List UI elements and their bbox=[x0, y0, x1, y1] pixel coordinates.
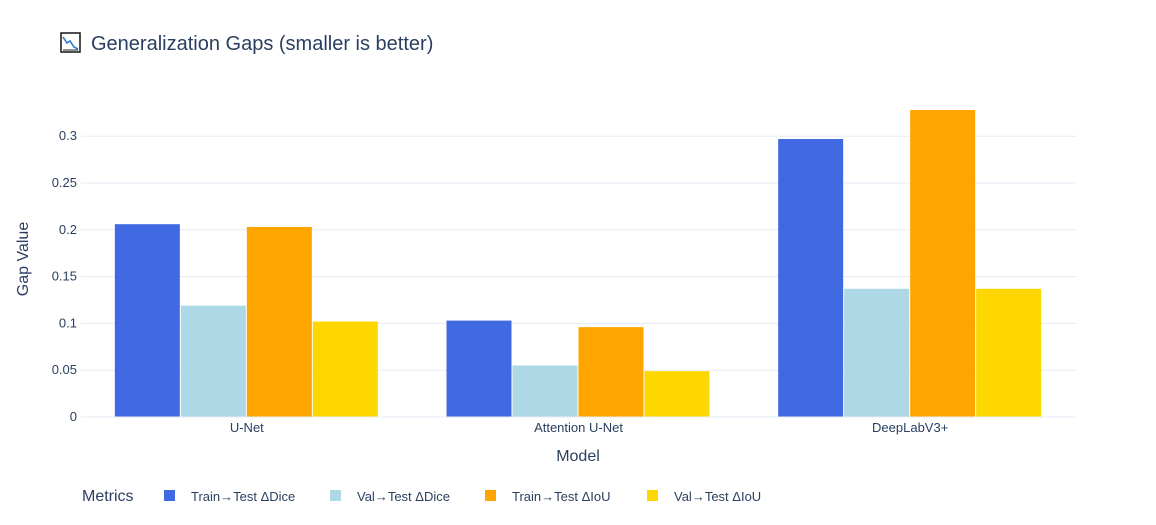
bar[interactable] bbox=[844, 288, 910, 417]
y-axis-title: Gap Value bbox=[15, 222, 32, 297]
x-tick-label: Attention U-Net bbox=[534, 420, 623, 435]
bar[interactable] bbox=[180, 305, 246, 417]
legend-title: Metrics bbox=[82, 488, 134, 505]
chart-title-group: Generalization Gaps (smaller is better) bbox=[60, 32, 433, 55]
bar[interactable] bbox=[312, 321, 378, 417]
bar[interactable] bbox=[578, 327, 644, 417]
y-tick-label: 0 bbox=[70, 409, 77, 424]
legend-item[interactable]: Val→Test ΔIoU bbox=[647, 489, 761, 504]
y-tick-labels: 0 0.05 0.1 0.15 0.2 0.25 0.3 bbox=[52, 128, 77, 424]
legend-label: Train→Test ΔIoU bbox=[512, 489, 611, 504]
bars bbox=[114, 110, 1042, 417]
y-tick-label: 0.1 bbox=[59, 315, 77, 330]
bar[interactable] bbox=[114, 224, 180, 417]
legend: Metrics Train→Test ΔDice Val→Test ΔDice Tr… bbox=[82, 488, 761, 505]
y-tick-label: 0.25 bbox=[52, 175, 77, 190]
bar[interactable] bbox=[910, 110, 976, 417]
legend-swatch bbox=[330, 490, 341, 501]
bar[interactable] bbox=[246, 226, 312, 417]
x-axis-title: Model bbox=[556, 448, 600, 465]
y-tick-label: 0.2 bbox=[59, 222, 77, 237]
bar[interactable] bbox=[446, 320, 512, 417]
y-tick-label: 0.05 bbox=[52, 362, 77, 377]
bar[interactable] bbox=[778, 139, 844, 417]
legend-swatch bbox=[485, 490, 496, 501]
x-tick-labels: U-Net Attention U-Net DeepLabV3+ bbox=[230, 420, 948, 435]
x-tick-label: U-Net bbox=[230, 420, 264, 435]
bar[interactable] bbox=[644, 371, 710, 417]
bar[interactable] bbox=[976, 288, 1042, 417]
legend-label: Val→Test ΔDice bbox=[357, 489, 450, 504]
chart-title: Generalization Gaps (smaller is better) bbox=[91, 33, 433, 55]
legend-swatch bbox=[647, 490, 658, 501]
legend-label: Train→Test ΔDice bbox=[191, 489, 295, 504]
legend-item[interactable]: Train→Test ΔDice bbox=[164, 489, 295, 504]
y-tick-label: 0.15 bbox=[52, 269, 77, 284]
x-tick-label: DeepLabV3+ bbox=[872, 420, 948, 435]
bar[interactable] bbox=[512, 365, 578, 417]
legend-label: Val→Test ΔIoU bbox=[674, 489, 761, 504]
legend-item[interactable]: Val→Test ΔDice bbox=[330, 489, 450, 504]
legend-item[interactable]: Train→Test ΔIoU bbox=[485, 489, 611, 504]
chart-decreasing-icon bbox=[60, 32, 81, 53]
y-tick-label: 0.3 bbox=[59, 128, 77, 143]
legend-swatch bbox=[164, 490, 175, 501]
